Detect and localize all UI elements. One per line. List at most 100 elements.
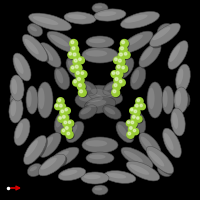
Circle shape — [135, 104, 138, 107]
Ellipse shape — [56, 68, 71, 91]
Ellipse shape — [146, 146, 174, 174]
Ellipse shape — [92, 3, 108, 13]
Circle shape — [71, 66, 74, 69]
Ellipse shape — [103, 81, 121, 95]
Ellipse shape — [58, 167, 86, 181]
Ellipse shape — [79, 81, 97, 95]
Circle shape — [121, 47, 123, 50]
Ellipse shape — [91, 89, 112, 98]
Circle shape — [115, 78, 118, 81]
Circle shape — [136, 117, 143, 123]
Circle shape — [69, 53, 72, 55]
Circle shape — [124, 52, 131, 59]
Circle shape — [131, 121, 138, 128]
Ellipse shape — [88, 38, 116, 49]
Circle shape — [112, 89, 120, 96]
Ellipse shape — [66, 57, 84, 79]
Ellipse shape — [54, 110, 70, 134]
Ellipse shape — [66, 121, 84, 143]
Circle shape — [61, 110, 68, 117]
Ellipse shape — [118, 60, 127, 73]
Ellipse shape — [26, 86, 38, 114]
Circle shape — [64, 126, 72, 133]
Ellipse shape — [81, 172, 109, 184]
Ellipse shape — [160, 166, 167, 171]
Ellipse shape — [41, 136, 53, 151]
Circle shape — [77, 77, 85, 85]
Ellipse shape — [148, 148, 175, 175]
Circle shape — [68, 51, 75, 58]
Ellipse shape — [103, 105, 121, 119]
Circle shape — [115, 58, 117, 61]
Ellipse shape — [49, 149, 80, 170]
Ellipse shape — [175, 89, 190, 114]
Ellipse shape — [105, 83, 115, 90]
Circle shape — [136, 116, 142, 122]
Ellipse shape — [141, 46, 153, 61]
Ellipse shape — [121, 147, 153, 169]
Ellipse shape — [37, 82, 53, 118]
Circle shape — [128, 132, 131, 135]
Circle shape — [79, 89, 87, 97]
Circle shape — [137, 117, 139, 119]
Circle shape — [117, 58, 125, 66]
Ellipse shape — [122, 13, 161, 30]
Ellipse shape — [116, 57, 134, 79]
Circle shape — [114, 57, 120, 64]
Ellipse shape — [87, 100, 106, 107]
Circle shape — [114, 58, 121, 65]
Ellipse shape — [124, 14, 148, 23]
Circle shape — [72, 52, 80, 60]
Circle shape — [134, 110, 137, 113]
Circle shape — [112, 72, 115, 74]
Ellipse shape — [126, 161, 160, 181]
Ellipse shape — [47, 31, 79, 53]
Circle shape — [120, 46, 128, 54]
Ellipse shape — [164, 88, 176, 116]
Ellipse shape — [89, 154, 106, 159]
Ellipse shape — [164, 133, 174, 150]
Ellipse shape — [97, 11, 116, 16]
Circle shape — [76, 71, 79, 74]
Ellipse shape — [10, 92, 20, 108]
Ellipse shape — [80, 106, 99, 121]
Circle shape — [58, 103, 66, 110]
Circle shape — [71, 46, 79, 53]
Ellipse shape — [82, 47, 118, 63]
Ellipse shape — [39, 133, 61, 157]
Circle shape — [127, 121, 130, 123]
Circle shape — [119, 80, 126, 87]
Circle shape — [66, 131, 73, 138]
Circle shape — [117, 65, 120, 68]
Circle shape — [119, 53, 122, 56]
Circle shape — [79, 58, 81, 61]
Circle shape — [74, 59, 77, 62]
Ellipse shape — [86, 50, 107, 57]
Circle shape — [75, 70, 83, 78]
Circle shape — [130, 108, 137, 115]
Ellipse shape — [76, 92, 116, 112]
Ellipse shape — [89, 38, 106, 43]
Ellipse shape — [160, 26, 167, 31]
Circle shape — [77, 83, 85, 90]
Circle shape — [134, 110, 141, 117]
Circle shape — [133, 129, 139, 136]
Ellipse shape — [12, 79, 17, 94]
Circle shape — [67, 132, 74, 139]
Ellipse shape — [56, 114, 63, 127]
Circle shape — [114, 83, 121, 91]
Ellipse shape — [172, 112, 178, 129]
Circle shape — [77, 78, 80, 81]
Ellipse shape — [157, 163, 173, 177]
Circle shape — [132, 115, 139, 122]
Circle shape — [65, 108, 71, 115]
Circle shape — [80, 71, 87, 78]
Circle shape — [65, 108, 67, 111]
Circle shape — [58, 99, 65, 106]
Ellipse shape — [176, 64, 190, 92]
Ellipse shape — [11, 101, 16, 116]
Ellipse shape — [10, 75, 24, 101]
Circle shape — [132, 128, 139, 135]
Circle shape — [76, 71, 84, 79]
Circle shape — [59, 104, 62, 107]
